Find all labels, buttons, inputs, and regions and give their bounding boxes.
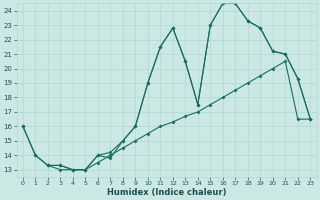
X-axis label: Humidex (Indice chaleur): Humidex (Indice chaleur) (107, 188, 226, 197)
